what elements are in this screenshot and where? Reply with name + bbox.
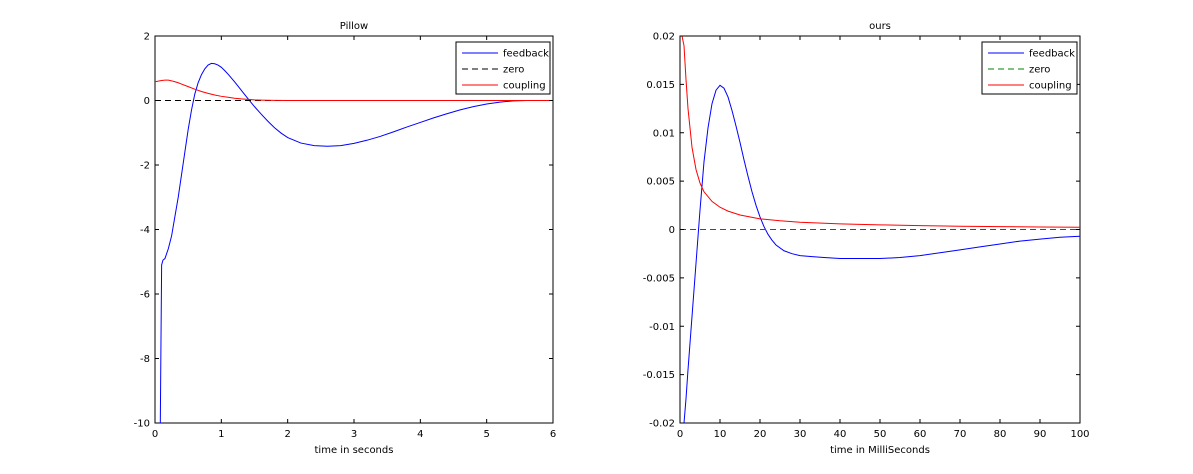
y-tick-label: -0.005 [643,273,675,284]
x-axis-label: time in seconds [315,445,394,456]
x-tick-label: 20 [754,429,767,440]
x-tick-label: 50 [874,429,887,440]
y-tick-label: 0 [144,96,150,107]
y-tick-label: -10 [134,419,150,430]
x-axis-label: time in MilliSeconds [830,445,930,456]
series-group [155,62,553,423]
chart-pillow: 0 1 2 3 4 5 6 -10 -8 -6 -4 -2 0 2 Pillow time in second… [134,21,557,456]
x-tick-label: 2 [284,429,290,440]
x-tick-label: 90 [1034,429,1047,440]
y-tick-label: -0.01 [649,322,675,333]
x-tick-label: 0 [152,429,158,440]
x-tick-label: 70 [954,429,967,440]
y-tick-label: -0.015 [643,370,675,381]
y-tick-label: -6 [140,290,150,301]
x-tick-label: 4 [417,429,423,440]
y-tick-label: 0.015 [646,80,675,91]
chart-title: ours [869,21,891,32]
x-tick-label: 80 [994,429,1007,440]
legend-label-zero: zero [1029,65,1050,76]
legend-label-coupling: coupling [1029,81,1072,92]
y-tick-label: 0 [669,225,675,236]
series-line-coupling [155,79,553,101]
x-tick-label: 60 [914,429,927,440]
y-tick-label: 0.005 [646,177,675,188]
x-tick-label: 100 [1070,429,1089,440]
x-tick-label: 5 [483,429,489,440]
legend-label-zero: zero [503,65,524,76]
y-tick-label: -0.02 [649,419,675,430]
y-tick-label: -2 [140,161,150,172]
legend-label-feedback: feedback [1029,49,1075,60]
x-tick-label: 6 [550,429,556,440]
y-tick-label: 0.02 [653,32,675,43]
chart-ours: 0 10 20 30 40 50 60 70 80 90 100 -0.02 -0.015 -0.01 -0… [643,21,1090,456]
y-tick-label: 2 [144,32,150,43]
series-line-feedback [159,62,553,423]
x-tick-label: 40 [834,429,847,440]
chart-title: Pillow [340,21,368,32]
x-tick-label: 10 [714,429,727,440]
legend-label-coupling: coupling [503,81,546,92]
y-tick-label: 0.01 [653,128,675,139]
y-tick-label: -4 [140,225,150,236]
x-tick-label: 3 [351,429,357,440]
x-tick-label: 1 [218,429,224,440]
x-tick-label: 0 [677,429,683,440]
legend-label-feedback: feedback [503,49,549,60]
y-tick-label: -8 [140,354,150,365]
series-group [680,36,1080,423]
legend: feedback zero coupling [981,41,1078,95]
legend: feedback zero coupling [455,41,551,95]
series-line-coupling [681,36,1080,228]
series-line-feedback [683,84,1080,423]
x-tick-label: 30 [794,429,807,440]
